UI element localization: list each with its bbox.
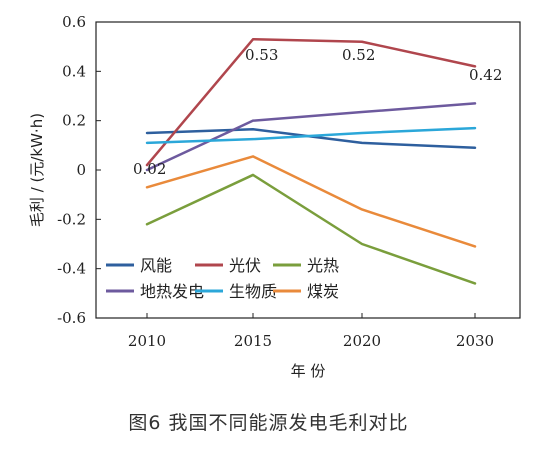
line-chart: -0.6 -0.4 -0.2 0 0.2 0.4 0.6 2010 2015 2020 2030 年 … [28, 13, 521, 380]
series-line-1 [145, 38, 477, 167]
x-axis-title: 年 份 [291, 362, 326, 380]
series-line-5 [145, 155, 477, 248]
data-label: 0.42 [469, 66, 502, 84]
data-label: 0.53 [245, 46, 278, 64]
y-axis-title: 毛利 / (元/kW·h) [28, 113, 46, 227]
x-tick-label: 2020 [343, 332, 381, 350]
y-tick-label: 0.2 [62, 112, 86, 130]
data-label: 0.02 [133, 160, 166, 178]
legend-label: 煤炭 [307, 282, 339, 301]
legend-label: 光伏 [229, 256, 261, 275]
x-tick-label: 2015 [234, 332, 272, 350]
legend-label: 光热 [307, 256, 339, 275]
legend-label: 地热发电 [140, 282, 204, 301]
figure-caption: 图6 我国不同能源发电毛利对比 [128, 412, 409, 434]
x-tick-label: 2010 [128, 332, 166, 350]
series-line-3 [145, 102, 477, 172]
legend-label: 风能 [140, 256, 172, 275]
series-line-4 [145, 126, 477, 145]
legend-label: 生物质 [229, 282, 277, 301]
y-tick-label: -0.6 [57, 309, 86, 327]
data-label: 0.52 [342, 46, 375, 64]
series-line-2 [145, 173, 477, 285]
y-tick-label: -0.4 [57, 260, 86, 278]
y-tick-label: 0.4 [62, 62, 86, 80]
y-tick-label: 0 [76, 161, 86, 179]
y-tick-label: 0.6 [62, 13, 86, 31]
y-tick-label: -0.2 [57, 210, 86, 228]
x-tick-label: 2030 [456, 332, 494, 350]
series-line-0 [145, 128, 477, 150]
